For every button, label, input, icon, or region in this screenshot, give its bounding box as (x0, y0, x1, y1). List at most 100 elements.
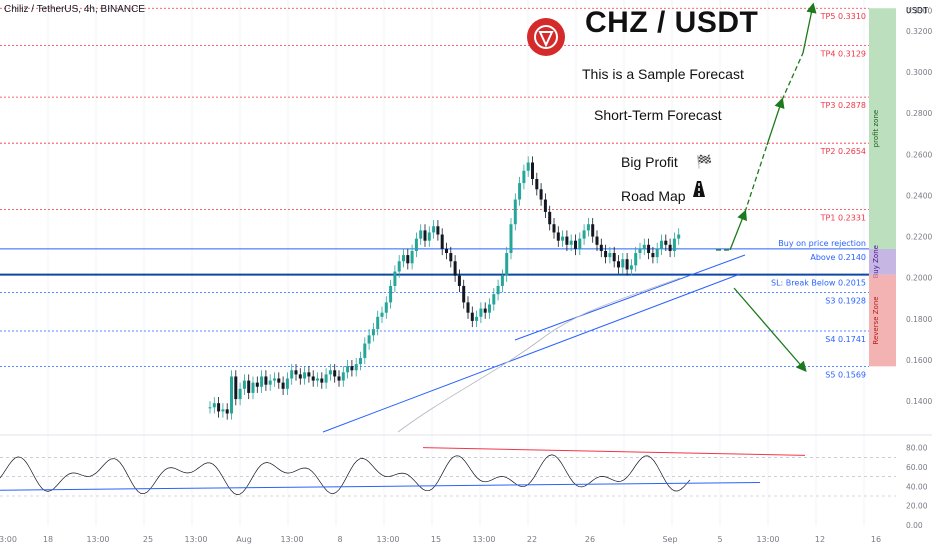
candle (543, 199, 547, 212)
candle (548, 211, 552, 225)
candle (359, 357, 362, 365)
candle (316, 378, 319, 381)
candle (668, 244, 672, 251)
zone-label: profit zone (872, 110, 880, 148)
forecast-arrows (716, 2, 817, 372)
zone-buy-zone (869, 248, 896, 275)
candle (595, 236, 599, 245)
zone-profit-zone (869, 8, 896, 249)
rsi-tick-label: 80.00 (906, 444, 928, 453)
candle (677, 234, 681, 239)
x-tick-label: 18 (43, 535, 53, 544)
chiliz-logo-icon (527, 18, 565, 56)
candle (393, 271, 397, 286)
candle (642, 244, 646, 249)
candle (651, 253, 655, 258)
candle (324, 374, 328, 383)
candle (466, 302, 470, 313)
forecast-arrow (766, 97, 785, 146)
moving-average (397, 277, 681, 433)
candle (625, 259, 629, 270)
rsi-line (0, 454, 691, 495)
candle (509, 224, 513, 254)
candle (371, 329, 375, 336)
x-tick-label: 13:00 (376, 535, 399, 544)
grid (47, 0, 865, 525)
candles (208, 156, 681, 420)
candle (535, 178, 539, 190)
y-tick-label: 0.2200 (906, 233, 932, 242)
candle (647, 244, 651, 254)
candle (518, 183, 522, 200)
candle (582, 230, 586, 239)
level-label-TP3: TP3 0.2878 (820, 101, 866, 110)
y-tick-label: 0.2600 (906, 150, 932, 159)
candle (273, 378, 276, 381)
level-label-S5: S5 0.1569 (825, 370, 866, 379)
candle (397, 261, 401, 272)
candle (492, 294, 496, 305)
x-tick-label: 13:00 (472, 535, 495, 544)
candle (457, 275, 461, 286)
level-label-TP4: TP4 0.3129 (820, 49, 866, 58)
candle (389, 285, 393, 303)
ticker-label: Chiliz / TetherUS, 4h, BINANCE (4, 4, 145, 15)
trendline-upper (514, 254, 746, 341)
candle (337, 376, 341, 381)
candle (320, 378, 324, 383)
candle (380, 312, 384, 317)
candle (230, 376, 233, 414)
rsi-trendline-resistance (422, 447, 806, 456)
zone-reverse-zone (869, 274, 896, 367)
candle (475, 316, 479, 321)
reverse-arrow (733, 287, 807, 372)
x-tick-label: 13:00 (280, 535, 303, 544)
candle (221, 409, 225, 412)
candle (608, 253, 612, 258)
x-tick-label: 5 (717, 535, 722, 544)
candle (664, 240, 668, 245)
x-tick-label: 22 (527, 535, 537, 544)
candle (234, 376, 238, 400)
road-icon (690, 180, 708, 203)
candle (672, 238, 676, 251)
y-tick-label: 0.2800 (906, 109, 932, 118)
candle (350, 366, 354, 371)
candle (436, 226, 440, 235)
x-tick-label: 15 (431, 535, 441, 544)
candle (655, 248, 659, 258)
zones: profit zone Buy Zone Reverse Zone (869, 8, 896, 367)
candle (565, 236, 569, 245)
forecast-note: This is a Sample Forecast (582, 66, 744, 82)
candle (427, 232, 431, 241)
candle (264, 376, 268, 385)
candle (328, 370, 332, 375)
rsi-tick-label: 40.00 (906, 482, 928, 491)
x-tick-label: 16 (871, 535, 881, 544)
candle (591, 224, 595, 237)
candle (414, 238, 418, 251)
level-label-Buy: Above 0.2140 (810, 253, 866, 262)
forecast-arrow (729, 209, 747, 251)
chart-title: CHZ / USDT (585, 6, 759, 39)
trendlines (322, 254, 746, 433)
candle (212, 403, 216, 408)
candle (354, 364, 358, 371)
candle (281, 382, 285, 389)
candle (513, 199, 517, 225)
candle (500, 275, 504, 286)
x-axis: 3:00 18 13:00 25 13:00 Aug 13:00 8 13:00 15 13:00 2… (0, 535, 881, 544)
candle (410, 250, 414, 264)
candle (346, 366, 350, 373)
candle (423, 230, 427, 241)
candle (479, 308, 483, 317)
candle (260, 376, 264, 387)
candle (599, 244, 603, 251)
candle (406, 255, 410, 264)
y-axis: 0.3300 0.3200 0.3000 0.2800 0.2600 0.2400 0.22… (906, 6, 932, 530)
candle (569, 240, 573, 245)
zone-label: Buy Zone (872, 245, 880, 278)
candle (333, 370, 337, 377)
candle (268, 380, 272, 385)
